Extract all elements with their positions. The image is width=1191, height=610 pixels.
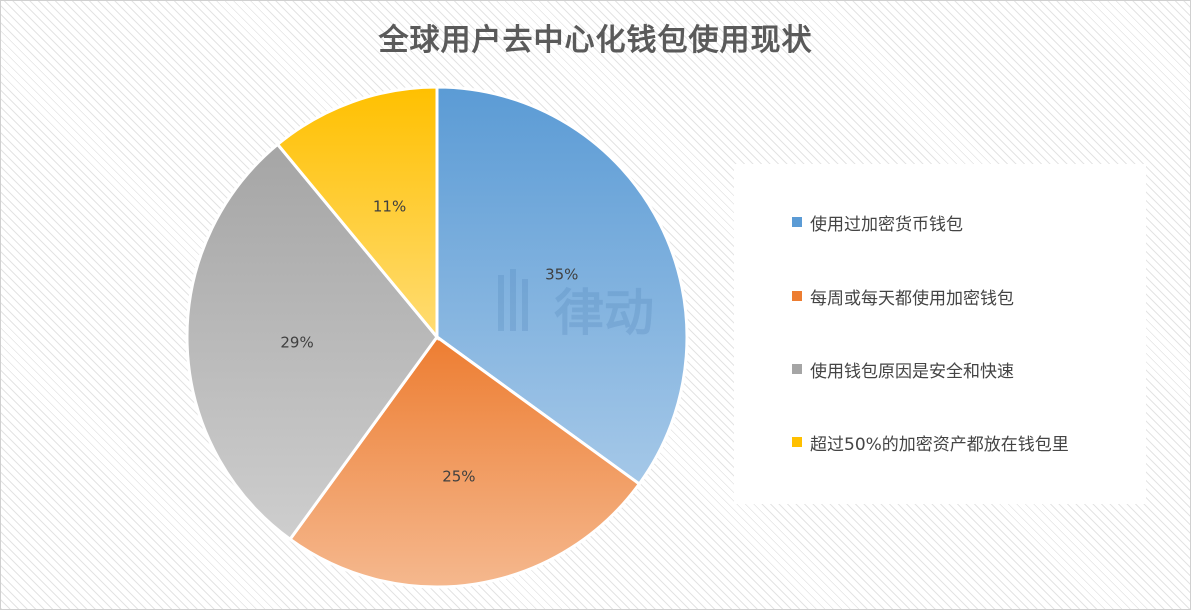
legend-label: 使用钱包原因是安全和快速 xyxy=(810,361,1014,382)
legend-swatch xyxy=(792,364,802,374)
watermark-logo: 律动 xyxy=(494,269,704,342)
pie-slice xyxy=(287,334,642,589)
legend-swatch xyxy=(792,437,802,447)
legend-item: 使用过加密货币钱包 xyxy=(792,210,963,235)
pie-slice xyxy=(435,85,689,487)
chart-title: 全球用户去中心化钱包使用现状 xyxy=(378,23,813,58)
legend-item: 每周或每天都使用加密钱包 xyxy=(792,284,1014,309)
pie-slice xyxy=(185,142,439,542)
slice-label: 11% xyxy=(373,197,406,215)
legend-label: 超过50%的加密资产都放在钱包里 xyxy=(810,434,1069,455)
legend-label: 每周或每天都使用加密钱包 xyxy=(810,288,1014,309)
slice-label: 29% xyxy=(280,333,313,351)
legend-item: 使用钱包原因是安全和快速 xyxy=(792,357,1014,382)
legend-item: 超过50%的加密资产都放在钱包里 xyxy=(792,430,1069,455)
watermark-text: 律动 xyxy=(554,284,654,342)
legend: 使用过加密货币钱包 每周或每天都使用加密钱包 使用钱包原因是安全和快速 超过50… xyxy=(734,164,1146,504)
pie-slice xyxy=(275,85,439,342)
slice-label: 35% xyxy=(545,265,578,283)
slice-label: 25% xyxy=(442,467,475,485)
legend-swatch xyxy=(792,217,802,227)
legend-label: 使用过加密货币钱包 xyxy=(810,214,963,235)
legend-swatch xyxy=(792,291,802,301)
